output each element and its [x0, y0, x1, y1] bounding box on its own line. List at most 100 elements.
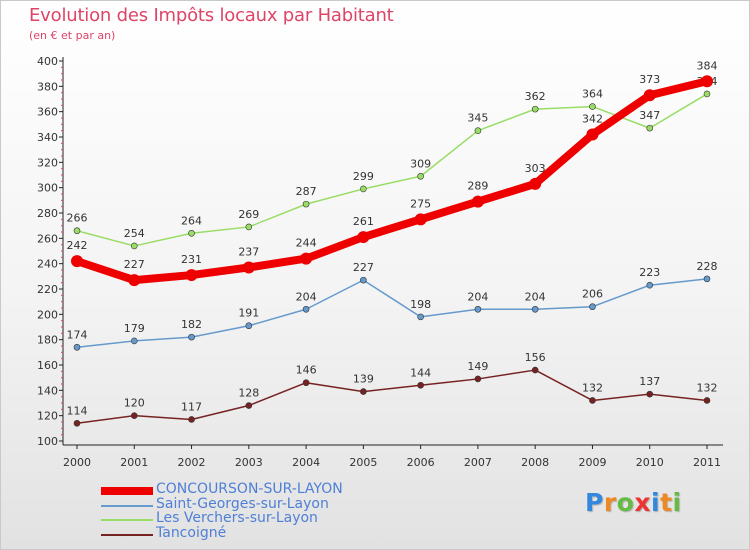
data-point	[646, 390, 654, 398]
data-label: 289	[467, 180, 488, 193]
y-tick-label: 100	[37, 435, 58, 448]
y-tick-label: 160	[37, 359, 58, 372]
y-tick-label: 340	[37, 131, 58, 144]
data-label: 120	[124, 397, 145, 410]
logo-letter: t	[660, 488, 673, 517]
logo-letter: i	[651, 488, 661, 517]
data-label: 128	[238, 387, 259, 400]
data-label: 299	[353, 170, 374, 183]
legend-swatch	[101, 487, 153, 495]
data-point	[701, 75, 713, 88]
data-point	[360, 185, 367, 193]
data-point	[471, 195, 484, 208]
legend-label: CONCOURSON-SUR-LAYON	[156, 481, 343, 497]
data-point	[586, 128, 599, 141]
series-line	[76, 278, 708, 349]
x-tick-label: 2003	[235, 456, 263, 469]
series-line	[73, 77, 711, 285]
data-label: 345	[467, 112, 488, 125]
data-label: 204	[525, 290, 546, 303]
data-label: 144	[410, 366, 431, 379]
series-line	[76, 369, 708, 425]
data-label: 362	[525, 90, 546, 103]
data-point	[703, 397, 711, 404]
data-label: 384	[697, 59, 718, 72]
logo-letter: i	[672, 488, 682, 517]
series-line	[76, 93, 708, 247]
data-label: 198	[410, 298, 431, 311]
data-label: 242	[67, 239, 88, 252]
y-tick-label: 240	[37, 258, 58, 271]
data-label: 231	[181, 253, 202, 266]
data-label: 227	[124, 258, 145, 271]
data-label: 156	[525, 351, 546, 364]
x-tick-label: 2007	[464, 456, 492, 469]
data-label: 347	[639, 109, 660, 122]
y-tick-label: 280	[37, 207, 58, 220]
chart-subtitle: (en € et par an)	[29, 29, 116, 42]
x-tick-label: 2010	[636, 456, 664, 469]
data-point	[414, 213, 427, 226]
legend-label: Tancoigné	[156, 524, 227, 541]
y-tick-label: 200	[37, 308, 58, 321]
x-tick-label: 2001	[120, 456, 148, 469]
data-point	[71, 255, 83, 268]
y-tick-label: 260	[37, 232, 58, 245]
x-tick-label: 2009	[578, 456, 606, 469]
data-label: 342	[582, 112, 603, 125]
data-point	[589, 103, 596, 110]
data-label: 264	[181, 214, 202, 227]
y-tick-label: 400	[37, 55, 58, 68]
data-label: 137	[639, 375, 660, 388]
data-point	[73, 227, 81, 235]
logo-letter: o	[616, 488, 635, 517]
data-label: 237	[238, 245, 259, 258]
data-point	[242, 261, 255, 274]
chart-title: Evolution des Impôts locaux par Habitant	[29, 5, 394, 26]
data-point	[300, 252, 313, 265]
data-point	[245, 402, 253, 409]
y-tick-label: 300	[37, 182, 58, 195]
data-label: 373	[639, 73, 660, 86]
x-tick-label: 2006	[407, 456, 435, 469]
data-label: 149	[467, 360, 488, 373]
data-point	[531, 305, 539, 313]
data-point	[474, 375, 482, 383]
legend-swatch	[101, 519, 153, 521]
data-label: 114	[67, 404, 88, 417]
data-point	[589, 303, 596, 311]
logo-letter: P	[585, 488, 604, 517]
x-tick-label: 2002	[178, 456, 206, 469]
data-label: 182	[181, 318, 202, 331]
y-tick-label: 320	[37, 156, 58, 169]
legend-label: Saint-Georges-sur-Layon	[156, 495, 329, 512]
data-label: 191	[238, 307, 259, 320]
data-point	[130, 242, 138, 250]
data-label: 139	[353, 373, 374, 386]
data-label: 364	[582, 88, 603, 101]
data-label: 309	[410, 157, 431, 170]
y-tick-label: 180	[37, 334, 58, 347]
data-point	[360, 276, 367, 284]
data-label: 227	[353, 261, 374, 274]
y-tick-label: 360	[37, 106, 58, 119]
data-point	[188, 333, 195, 341]
data-point	[474, 305, 482, 313]
data-label: 206	[582, 288, 603, 301]
data-point	[357, 231, 370, 244]
data-label: 132	[697, 381, 718, 394]
legend-swatch	[101, 504, 153, 507]
data-point	[245, 322, 253, 330]
data-point	[417, 313, 424, 321]
data-point	[360, 388, 367, 395]
data-label: 275	[410, 197, 431, 210]
data-point	[188, 229, 195, 237]
data-point	[703, 275, 711, 283]
data-point	[302, 379, 310, 387]
data-label: 303	[525, 162, 546, 175]
data-point	[531, 105, 539, 113]
x-tick-label: 2005	[349, 456, 377, 469]
data-label: 244	[296, 237, 317, 250]
